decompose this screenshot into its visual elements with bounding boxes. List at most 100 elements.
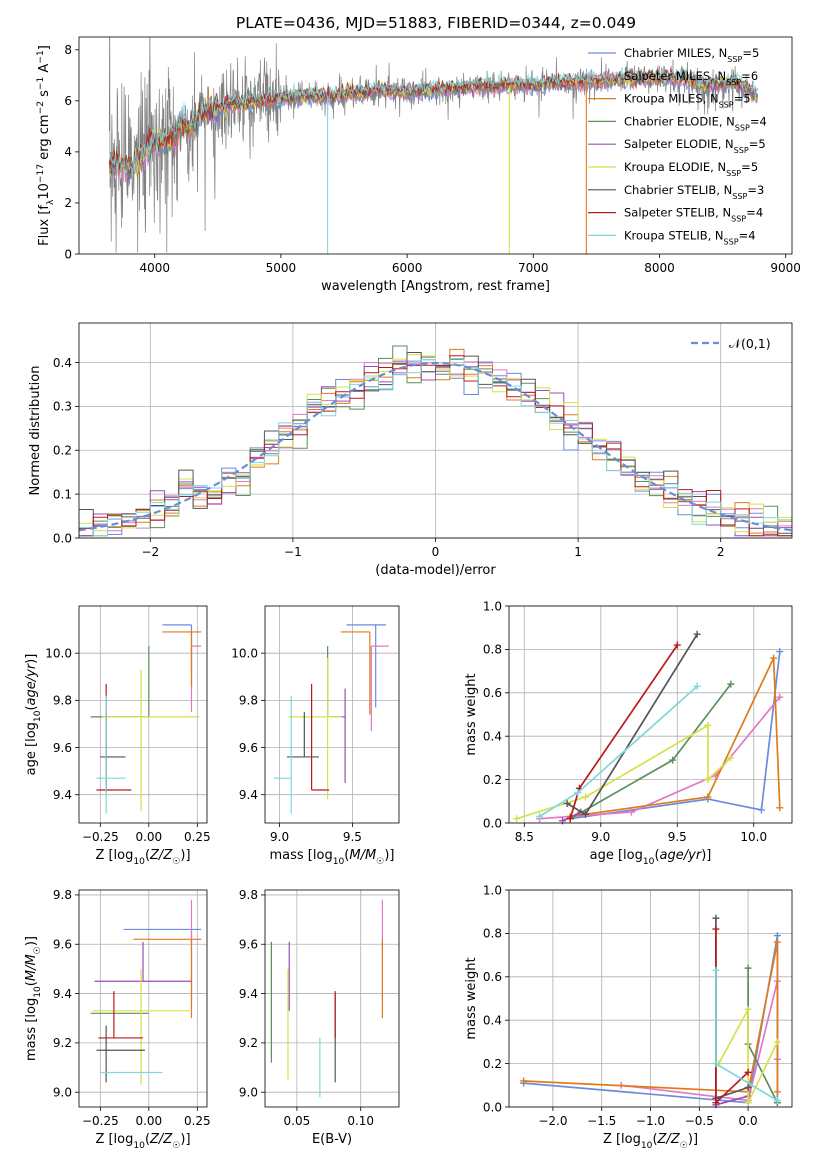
errorbar-chabrier-stelib xyxy=(100,712,126,793)
x-axis-label: Z [log10(Z/Z☉)] xyxy=(603,1132,698,1151)
data-point-marker xyxy=(704,721,712,729)
y-tick-label: 2 xyxy=(64,196,72,210)
x-tick-label: 8.5 xyxy=(515,830,534,844)
axes-frame xyxy=(508,605,793,824)
y-tick-label: 9.8 xyxy=(53,694,72,708)
data-point-marker xyxy=(776,693,784,701)
series-line xyxy=(523,941,779,1093)
x-tick-label: 1 xyxy=(574,545,582,559)
plot-area xyxy=(108,37,759,254)
x-tick-label: 0.25 xyxy=(184,830,211,844)
x-tick-label: 9.0 xyxy=(270,830,289,844)
y-tick-label: 9.8 xyxy=(239,694,258,708)
y-tick-label: 9.2 xyxy=(239,1036,258,1050)
series-line xyxy=(566,633,698,816)
series-salpeter-miles xyxy=(536,693,784,823)
figure-title: PLATE=0436, MJD=51883, FIBERID=0344, z=0… xyxy=(236,14,636,32)
series-kroupa-stelib xyxy=(536,682,701,820)
plot-area xyxy=(79,345,792,537)
data-point-marker xyxy=(744,1099,752,1107)
series-salpeter-stelib xyxy=(712,925,752,1107)
y-tick-label: 9.8 xyxy=(53,888,72,902)
legend-normal-label: 𝒩(0,1) xyxy=(729,336,771,351)
errorbar-chabrier-stelib xyxy=(286,712,319,758)
y-tick-label: 0.2 xyxy=(483,1057,502,1071)
plot-area xyxy=(90,899,202,1085)
y-tick-label: 0.2 xyxy=(483,773,502,787)
x-tick-label: −0.25 xyxy=(82,830,119,844)
x-tick-label: 8000 xyxy=(644,261,675,275)
x-tick-label: 0.10 xyxy=(347,1114,374,1128)
data-point-marker xyxy=(727,754,735,762)
y-tick-label: 0.4 xyxy=(53,356,72,370)
legend-model-name: Chabrier ELODIE xyxy=(624,114,719,128)
x-axis-label: E(B-V) xyxy=(312,1132,352,1147)
y-tick-label: 0 xyxy=(64,247,72,261)
plot-area xyxy=(513,630,784,825)
x-tick-label: 9.5 xyxy=(668,830,687,844)
series-kroupa-stelib xyxy=(712,966,781,1104)
legend-entry: Kroupa STELIB, NSSP=4 xyxy=(624,228,756,246)
y-tick-label: 9.4 xyxy=(239,987,258,1001)
data-point-marker xyxy=(744,1068,752,1076)
grid-lines xyxy=(79,890,207,1107)
errorbar-salpeter-stelib xyxy=(311,683,330,791)
y-tick-label: 9.6 xyxy=(53,741,72,755)
plot-area xyxy=(520,914,781,1109)
x-tick-label: 0.00 xyxy=(135,830,162,844)
plot-area xyxy=(270,899,384,1098)
y-tick-label: 9.6 xyxy=(53,938,72,952)
data-point-marker xyxy=(712,966,720,974)
legend-nssp-value: 4 xyxy=(748,228,755,242)
y-tick-label: 9.0 xyxy=(53,1086,72,1100)
grid-lines xyxy=(509,889,792,1108)
x-tick-label: 0.25 xyxy=(184,1114,211,1128)
y-tick-label: 9.6 xyxy=(239,741,258,755)
plot-area xyxy=(90,624,202,814)
series-line xyxy=(715,918,749,1100)
y-tick-label: 4 xyxy=(64,145,72,159)
grid-lines xyxy=(509,605,792,824)
x-tick-label: 9000 xyxy=(770,261,801,275)
x-tick-label: 4000 xyxy=(139,261,170,275)
legend-nssp-value: 6 xyxy=(751,69,758,83)
data-point-marker xyxy=(727,680,735,688)
y-tick-label: 6 xyxy=(64,94,72,108)
x-tick-label: −0.5 xyxy=(685,1114,714,1128)
legend-entry: Salpeter MILES, NSSP=6 xyxy=(624,69,758,87)
y-tick-label: 0.8 xyxy=(483,643,502,657)
y-tick-label: 0.2 xyxy=(53,444,72,458)
data-point-marker xyxy=(757,806,765,814)
data-point-marker xyxy=(712,914,720,922)
y-tick-label: 9.4 xyxy=(53,788,72,802)
errorbar-salpeter-elodie xyxy=(330,688,346,783)
y-axis-label: mass [log10(M/M☉)] xyxy=(24,936,43,1061)
y-tick-label: 9.2 xyxy=(53,1036,72,1050)
errorbar-kroupa-elodie xyxy=(92,968,190,1085)
data-point-marker xyxy=(773,1038,781,1046)
legend-model-name: Chabrier STELIB xyxy=(624,183,716,197)
y-axis-label: Normed distribution xyxy=(28,366,43,496)
data-point-marker xyxy=(693,630,701,638)
legend-nssp-value: 3 xyxy=(757,183,764,197)
data-point-marker xyxy=(773,932,781,940)
x-tick-label: 9.5 xyxy=(343,830,362,844)
y-axis-label: mass weight xyxy=(464,673,479,755)
data-point-marker xyxy=(776,804,784,812)
axes-frame xyxy=(264,889,400,1108)
x-tick-label: 0.05 xyxy=(284,1114,311,1128)
errorbar-chabrier-miles xyxy=(346,624,386,708)
y-tick-label: 10.0 xyxy=(231,646,258,660)
y-tick-label: 0.4 xyxy=(483,1014,502,1028)
x-tick-label: −1.5 xyxy=(587,1114,616,1128)
x-tick-label: 2 xyxy=(717,545,725,559)
errorbar-chabrier-stelib xyxy=(96,1025,145,1083)
series-kroupa-miles xyxy=(520,938,781,1096)
data-point-marker xyxy=(712,1099,720,1107)
data-point-marker xyxy=(712,1060,720,1068)
legend-nssp-value: 5 xyxy=(743,92,750,106)
mass-weight-vs-age-panel: 8.5 9.0 9.5 10.0 0.0 0.2 0.4 0.6 0.8 1.0 age [log1… xyxy=(464,599,793,867)
x-tick-label: 0.00 xyxy=(135,1114,162,1128)
data-point-marker xyxy=(773,1096,781,1104)
series-chabrier-elodie xyxy=(566,680,735,823)
